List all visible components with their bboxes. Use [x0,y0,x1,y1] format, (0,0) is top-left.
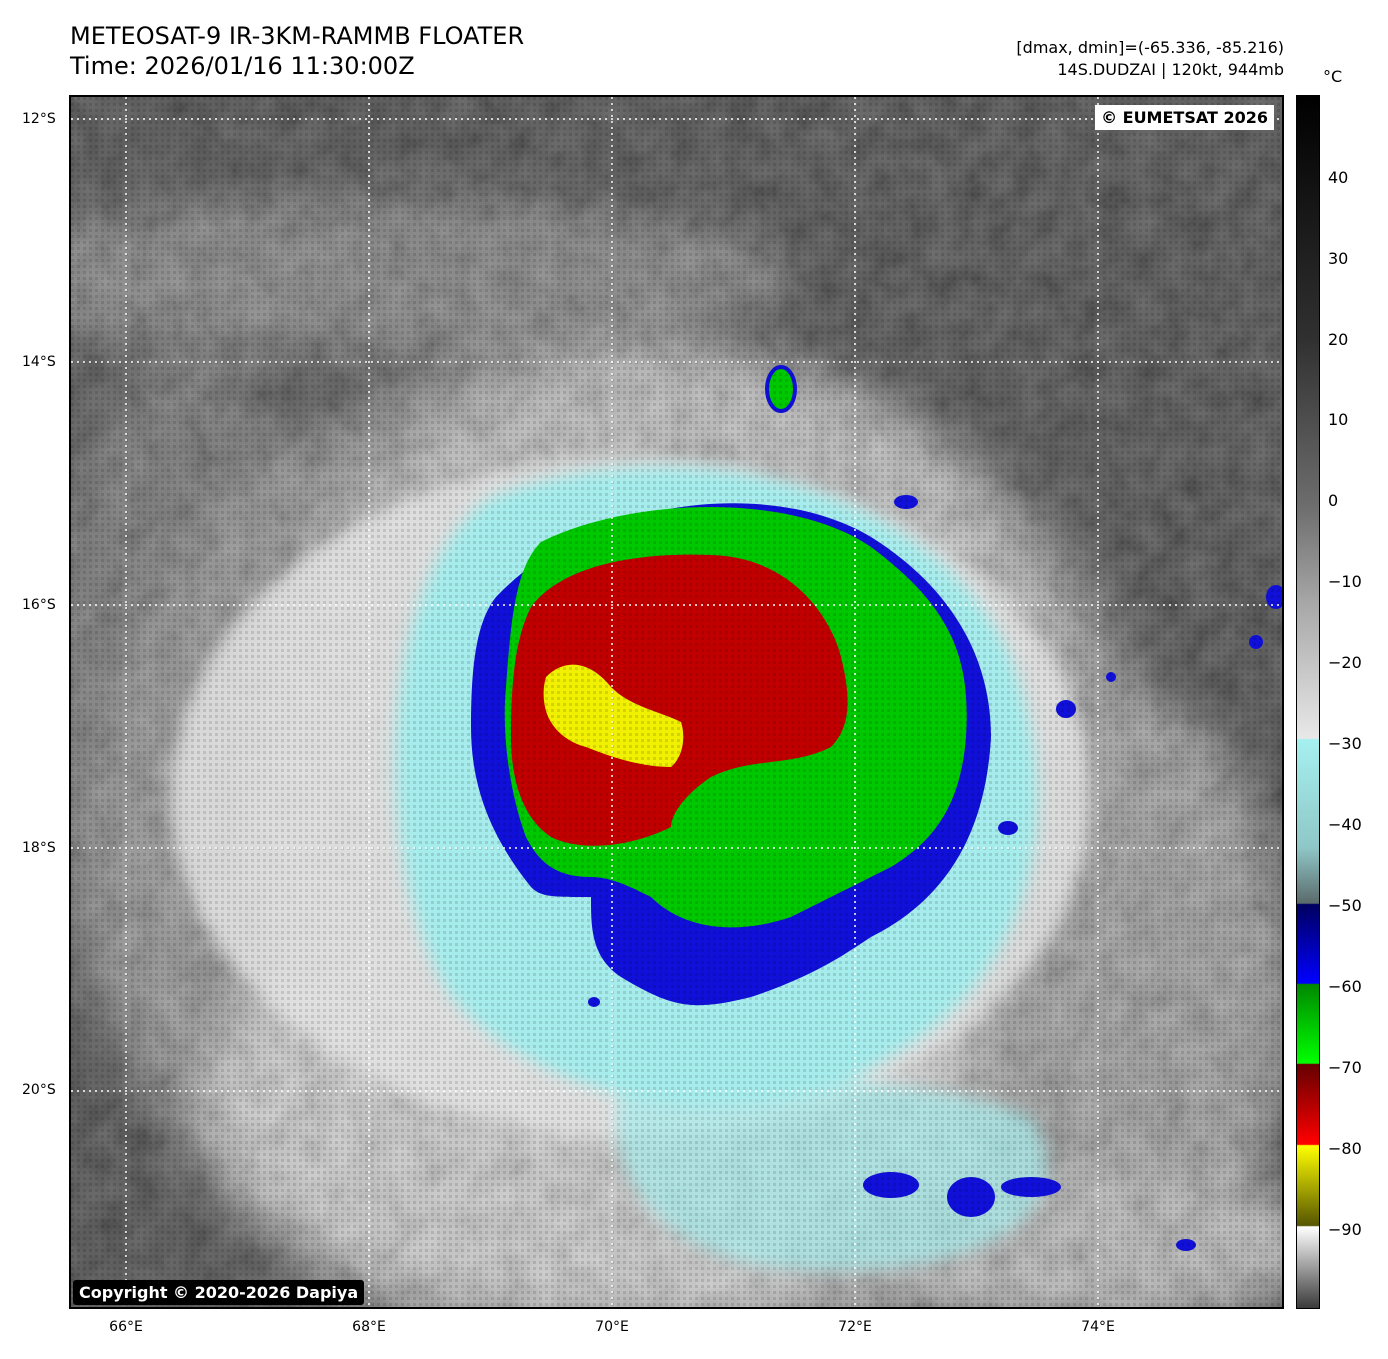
eumetsat-credit: © EUMETSAT 2026 [1095,105,1274,130]
colorbar-tick: −70 [1328,1058,1362,1077]
colorbar-tick: −40 [1328,815,1362,834]
data-range-readout: [dmax, dmin]=(-65.336, -85.216) [1016,38,1284,57]
colorbar-tick: −60 [1328,977,1362,996]
image-title: METEOSAT-9 IR-3KM-RAMMB FLOATER [70,22,525,50]
lat-label-16s: 16°S [22,597,56,613]
colorbar-tick: −90 [1328,1220,1362,1239]
colorbar-tick: 0 [1328,491,1339,510]
lat-label-18s: 18°S [22,840,56,856]
colorbar-tick: −30 [1328,734,1362,753]
lon-label-66e: 66°E [109,1319,143,1335]
lon-label-68e: 68°E [352,1319,386,1335]
colorbar-unit: °C [1323,67,1343,86]
colorbar-tick: 20 [1328,330,1349,349]
storm-info-readout: 14S.DUDZAI | 120kt, 944mb [1057,60,1284,79]
colorbar-tick: −20 [1328,653,1362,672]
lat-label-12s: 12°S [22,111,56,127]
graticule [71,97,1282,1307]
copyright-notice: Copyright © 2020-2026 Dapiya [73,1280,365,1305]
satellite-image-panel: © EUMETSAT 2026 Copyright © 2020-2026 Da… [69,95,1284,1309]
lon-label-72e: 72°E [838,1319,872,1335]
colorbar-tick: −10 [1328,572,1362,591]
colorbar-tick: 40 [1328,168,1349,187]
colorbar-tick: −80 [1328,1139,1362,1158]
lat-label-14s: 14°S [22,354,56,370]
lon-label-70e: 70°E [595,1319,629,1335]
colorbar-tick: 30 [1328,249,1349,268]
image-timestamp: Time: 2026/01/16 11:30:00Z [70,52,415,80]
lon-label-74e: 74°E [1081,1319,1115,1335]
temperature-colorbar [1296,95,1320,1309]
ir-satellite-imagery [71,97,1282,1307]
colorbar-tick: −50 [1328,896,1362,915]
colorbar-tick: 10 [1328,410,1349,429]
lat-label-20s: 20°S [22,1082,56,1098]
